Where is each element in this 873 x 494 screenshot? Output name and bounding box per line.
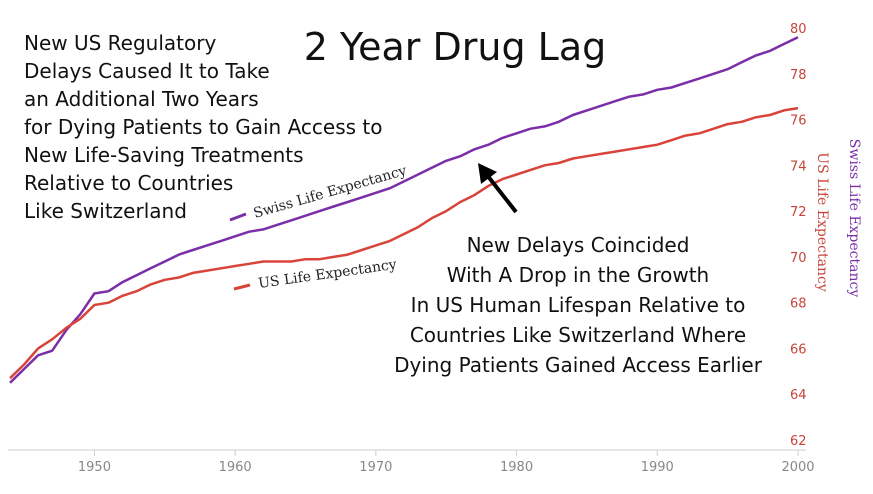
y-axis: 62 64 66 68 70 72 74 76 78 80 [790,22,807,449]
left-note-line-6: Relative to Countries [24,171,233,195]
swiss-series-label: Swiss Life Expectancy [229,163,409,222]
right-note-line-4: Countries Like Switzerland Where [410,323,746,347]
x-tick-label: 1970 [359,460,392,475]
annotation-arrow [478,163,518,214]
x-axis: 1950 1960 1970 1980 1990 2000 [8,449,815,475]
swiss-label-text: Swiss Life Expectancy [252,163,409,222]
us-series-line [9,106,799,380]
swiss-label-swatch [229,212,247,222]
x-tick-label: 1980 [500,460,533,475]
y-tick-label: 70 [790,251,807,266]
y-tick-label: 78 [790,68,807,83]
arrow-head [478,163,497,184]
x-tick-label: 1960 [219,460,252,475]
left-note-line-7: Like Switzerland [24,199,187,223]
left-note-line-1: New US Regulatory [24,31,216,55]
y-tick-label: 64 [790,388,807,403]
arrow-shaft [485,173,518,214]
left-note-line-2: Delays Caused It to Take [24,59,270,83]
x-tick-label: 2000 [781,460,814,475]
left-annotation: New US Regulatory Delays Caused It to Ta… [24,31,382,223]
x-tick-label: 1950 [78,460,111,475]
us-axis-label: US Life Expectancy [814,152,830,292]
swiss-series-line [9,36,799,384]
y-tick-label: 80 [790,22,807,37]
right-note-line-5: Dying Patients Gained Access Earlier [394,353,763,377]
right-annotation: New Delays Coincided With A Drop in the … [394,233,763,377]
right-note-line-1: New Delays Coincided [467,233,690,257]
left-note-line-5: New Life-Saving Treatments [24,143,304,167]
y-tick-label: 66 [790,342,807,357]
us-label-swatch [233,283,251,291]
right-note-line-3: In US Human Lifespan Relative to [411,293,746,317]
y-tick-label: 76 [790,114,807,129]
left-note-line-3: an Additional Two Years [24,87,259,111]
y-tick-label: 74 [790,159,807,174]
left-note-line-4: for Dying Patients to Gain Access to [24,115,382,139]
y-tick-label: 68 [790,297,807,312]
series-lines [9,36,799,384]
chart-title: 2 Year Drug Lag [304,25,607,69]
y-tick-label: 72 [790,205,807,220]
x-tick-label: 1990 [641,460,674,475]
right-note-line-2: With A Drop in the Growth [447,263,709,287]
y-tick-label: 62 [790,434,807,449]
swiss-axis-label: Swiss Life Expectancy [846,139,862,298]
